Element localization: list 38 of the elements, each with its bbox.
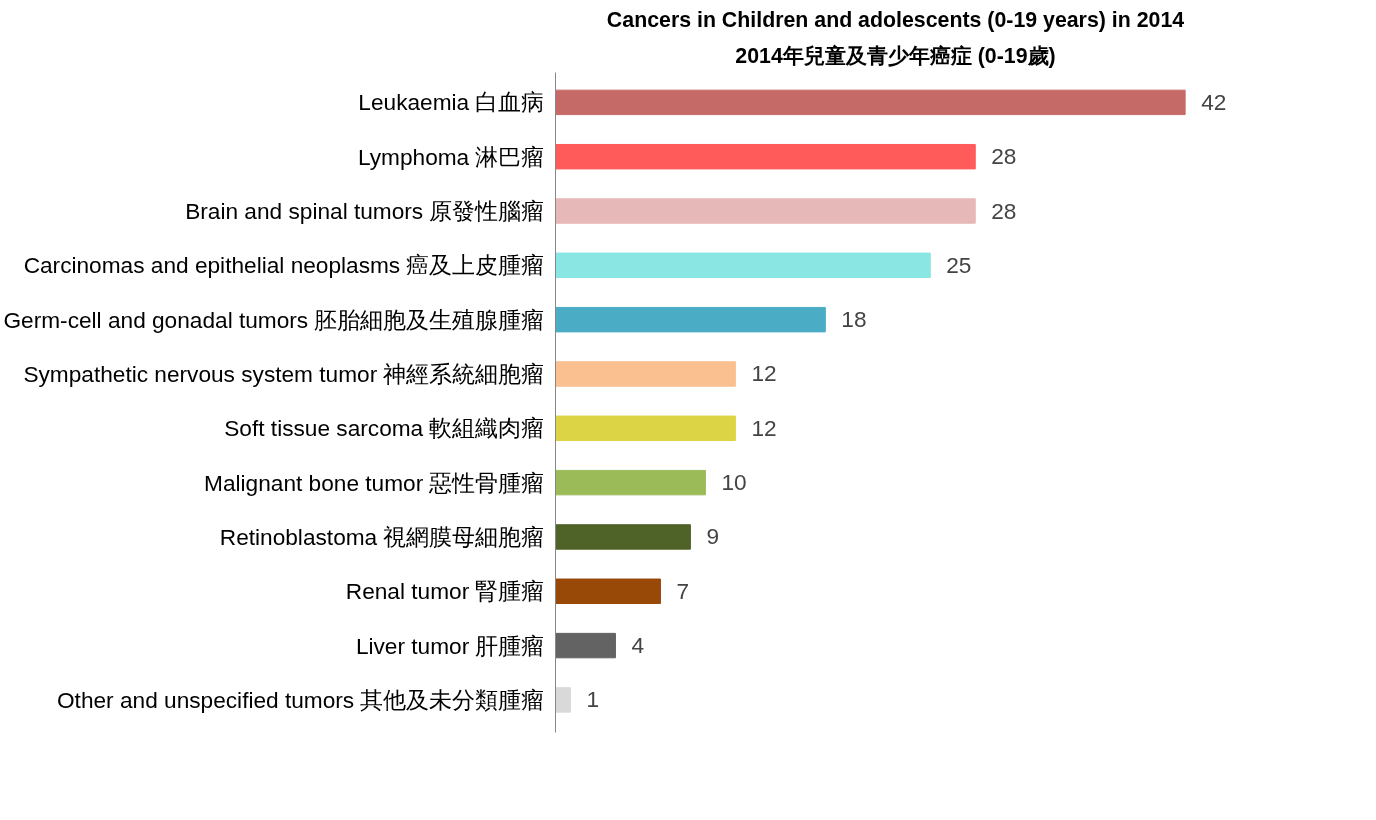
y-tick-label: Soft tissue sarcoma 軟組織肉瘤 <box>224 415 545 442</box>
data-label: 1 <box>586 686 600 713</box>
bar <box>555 198 976 224</box>
chart-subtitle: 2014年兒童及青少年癌症 (0-19歲) <box>735 43 1056 68</box>
y-tick-label: Retinoblastoma 視網膜母細胞瘤 <box>219 523 545 550</box>
data-label: 28 <box>991 143 1017 170</box>
data-label: 10 <box>721 469 747 496</box>
bar <box>555 415 736 442</box>
bar <box>555 469 706 496</box>
bar <box>555 578 661 604</box>
y-tick-label: Renal tumor 腎腫瘤 <box>345 578 545 605</box>
bar <box>555 306 826 333</box>
chart-title: Cancers in Children and adolescents (0-19 years) in 2014 <box>606 7 1185 32</box>
bar <box>555 252 931 279</box>
bar <box>555 632 616 659</box>
bar <box>555 361 736 387</box>
y-tick-label: Malignant bone tumor 惡性骨腫瘤 <box>204 469 545 496</box>
data-label: 25 <box>946 251 972 278</box>
bar <box>555 524 691 550</box>
data-label: 12 <box>751 414 777 441</box>
y-tick-label: Lymphoma 淋巴瘤 <box>357 143 545 170</box>
y-tick-label: Liver tumor 肝腫瘤 <box>355 632 545 659</box>
data-label: 42 <box>1201 88 1227 115</box>
data-label: 4 <box>631 632 645 659</box>
y-tick-label: Germ-cell and gonadal tumors 胚胎細胞及生殖腺腫瘤 <box>3 306 545 333</box>
data-label: 28 <box>991 197 1017 224</box>
y-tick-label: Leukaemia 白血病 <box>358 89 545 116</box>
y-tick-label: Brain and spinal tumors 原發性腦瘤 <box>185 198 545 225</box>
y-tick-label: Carcinomas and epithelial neoplasms 癌及上皮腫瘤 <box>23 252 545 279</box>
data-label: 7 <box>676 577 690 604</box>
bar <box>555 143 976 170</box>
y-tick-label: Other and unspecified tumors 其他及未分類腫瘤 <box>57 686 545 713</box>
data-label: 12 <box>751 360 777 387</box>
data-label: 9 <box>706 523 720 550</box>
bar <box>555 89 1186 116</box>
data-label: 18 <box>841 306 867 333</box>
bar <box>555 687 571 713</box>
y-tick-label: Sympathetic nervous system tumor 神經系統細胞瘤 <box>23 360 545 387</box>
